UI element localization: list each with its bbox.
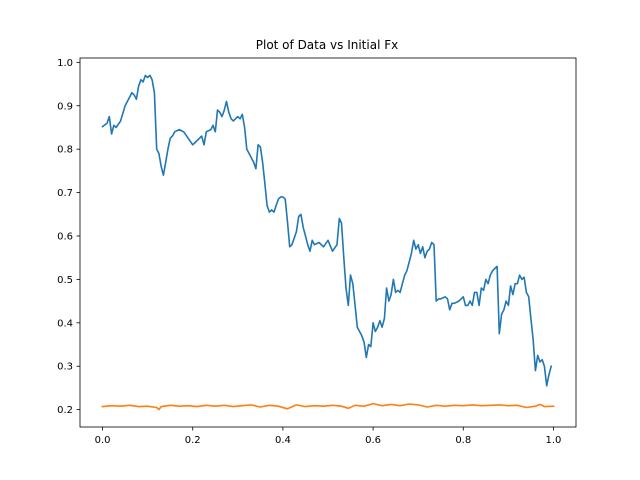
y-tick-label: 0.9 (57, 101, 73, 112)
series-layer (101, 74, 555, 411)
series-line-1 (101, 74, 553, 387)
series-line-2 (101, 402, 555, 411)
y-axis: 0.2 0.3 0.4 0.5 0.6 0.7 0.8 0.9 1.0 (57, 58, 80, 416)
y-tick-label: 0.6 (57, 231, 73, 242)
y-tick-label: 0.3 (57, 362, 73, 373)
axes-frame (79, 57, 577, 428)
y-tick-label: 0.2 (57, 405, 73, 416)
x-tick-label: 0.8 (455, 435, 471, 446)
y-tick-label: 0.8 (57, 145, 73, 156)
x-tick-label: 1.0 (546, 435, 562, 446)
y-tick-label: 1.0 (57, 58, 73, 69)
x-tick-label: 0.2 (185, 435, 201, 446)
y-tick-label: 0.4 (57, 318, 73, 329)
x-tick-label: 0.0 (95, 435, 111, 446)
x-tick-label: 0.6 (365, 435, 381, 446)
x-axis: 0.0 0.2 0.4 0.6 0.8 1.0 (95, 427, 562, 446)
x-tick-label: 0.4 (275, 435, 291, 446)
y-tick-label: 0.5 (57, 275, 73, 286)
chart-title: Plot of Data vs Initial Fx (256, 38, 398, 52)
y-tick-label: 0.7 (57, 188, 73, 199)
